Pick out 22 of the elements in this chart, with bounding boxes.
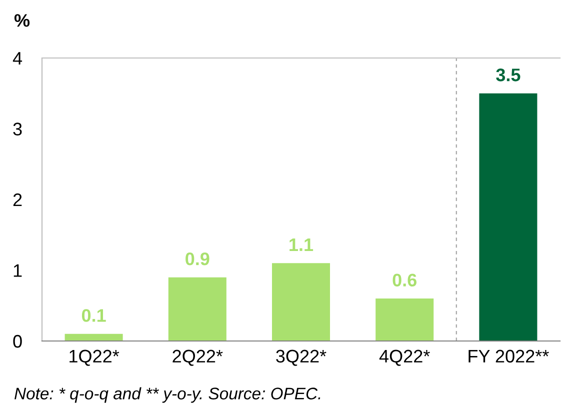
x-tick-label: 4Q22* xyxy=(379,350,430,366)
y-tick-label: 1 xyxy=(14,264,22,277)
bar xyxy=(479,93,538,341)
y-tick-label: 3 xyxy=(13,122,22,136)
x-tick-label: 1Q22* xyxy=(70,350,120,366)
data-label: 0.1 xyxy=(82,309,106,322)
x-tick-label: 3Q22* xyxy=(276,350,326,366)
text: Note: * q-o-q and ** y-o-y. Source: OPEC. xyxy=(14,387,320,403)
x-tick-label: FY 2022** xyxy=(468,350,549,363)
data-label: 0.9 xyxy=(186,252,210,266)
bar xyxy=(376,298,434,341)
y-axis-title: % xyxy=(14,14,30,27)
y-tick-label: 0 xyxy=(13,334,22,348)
y-tick-label: 4 xyxy=(12,52,22,65)
data-label: 3.5 xyxy=(496,68,520,82)
x-tick-label: 2Q22* xyxy=(172,350,223,366)
y-tick-label: 2 xyxy=(13,193,22,206)
data-label: 0.6 xyxy=(392,274,416,286)
bar xyxy=(272,263,330,341)
bar xyxy=(64,334,123,341)
bar xyxy=(168,277,226,341)
data-label: 1.1 xyxy=(290,238,314,251)
